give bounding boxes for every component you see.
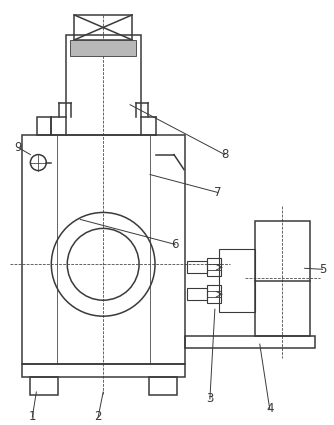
Text: 1: 1 [29,411,36,423]
Bar [207,285,221,303]
Bar [255,221,310,336]
Bar [70,40,136,56]
Bar [207,258,221,276]
Bar [74,15,132,40]
Bar [187,288,207,300]
Text: 3: 3 [206,392,213,405]
Bar [219,249,255,312]
Text: 2: 2 [95,411,102,423]
Bar [22,135,185,364]
Text: 6: 6 [171,238,179,251]
Text: 7: 7 [214,186,222,199]
Bar [149,377,177,395]
Bar [185,336,315,348]
Bar [30,377,58,395]
Text: 9: 9 [15,141,22,154]
Bar [22,364,185,377]
Text: 5: 5 [319,263,326,276]
Text: 4: 4 [266,402,274,415]
Bar [187,261,207,273]
Bar [37,117,51,135]
Text: 8: 8 [221,148,228,161]
Bar [66,35,141,135]
